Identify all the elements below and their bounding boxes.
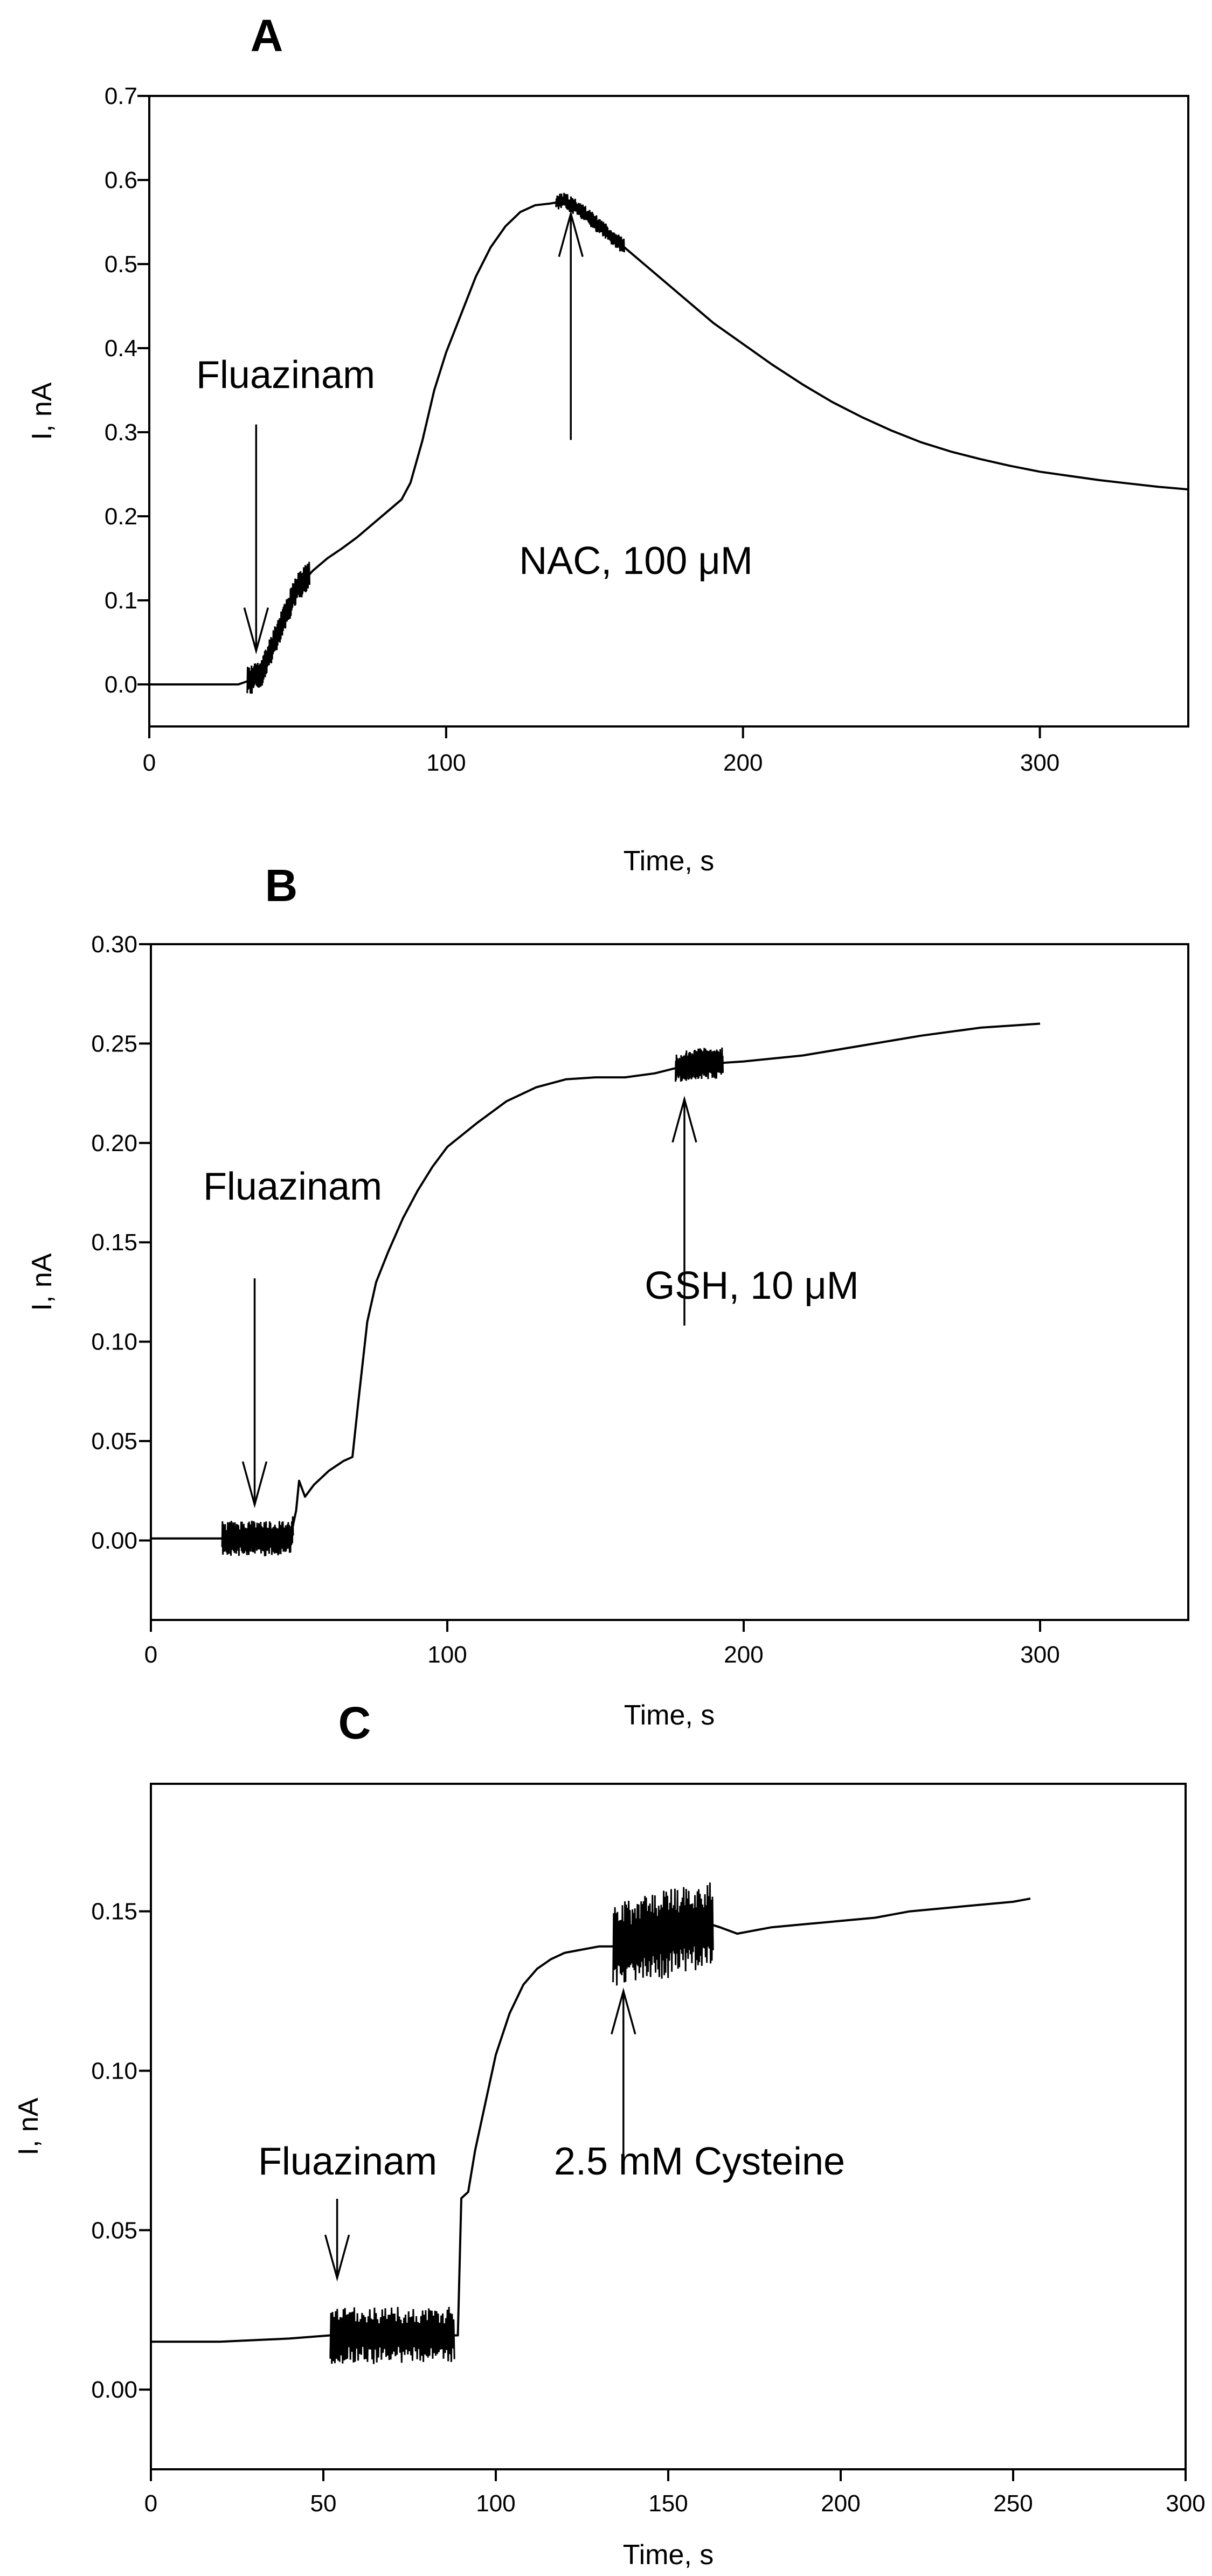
panel-a-ticks: 0 100 200 300 0.0 0.1 0.2 0.3 0.4 0.5 0.6 0.7 [105, 83, 1059, 776]
panel-a-x-tick-label: 100 [426, 750, 466, 776]
panel-b-y-tick-label: 0.25 [91, 1030, 137, 1057]
panel-b-x-tick-label: 0 [144, 1642, 157, 1668]
panel-c-noise-segment [612, 1882, 714, 1986]
panel-b-ticks: 0 100 200 300 0.00 0.05 0.10 0.15 0.20 0.25 0.30 [91, 931, 1059, 1668]
panel-b-annotation-gsh: GSH, 10 μM [645, 1264, 859, 1307]
panel-a-y-tick-label: 0.4 [105, 335, 137, 362]
panel-b-x-tick-label: 300 [1020, 1642, 1059, 1668]
panel-c-x-tick-label: 0 [144, 2490, 157, 2517]
panel-b: B 0 100 200 300 0.00 0.05 0.10 0.15 0.20 0.25 0.30… [26, 860, 1189, 1731]
panel-b-annotation-fluazinam: Fluazinam [203, 1165, 382, 1208]
panel-b-arrow-head [241, 1461, 268, 1508]
panel-c-x-tick-label: 50 [310, 2490, 337, 2517]
panel-b-arrow-head [671, 1096, 697, 1143]
panel-c-annotations: Fluazinam 2.5 mM Cysteine [258, 1987, 845, 2282]
panel-c-noise-segment [329, 2307, 455, 2364]
panel-c-annotation-cysteine: 2.5 mM Cysteine [554, 2140, 845, 2183]
panel-c-y-tick-label: 0.05 [91, 2217, 137, 2243]
panel-c-x-tick-label: 100 [476, 2490, 515, 2517]
panel-a-y-tick-label: 0.1 [105, 587, 137, 614]
panel-a-letter: A [251, 10, 283, 61]
panel-b-plot-frame [150, 943, 1189, 1621]
panel-c-letter: C [338, 1698, 371, 1748]
panel-b-noise-segment [221, 1516, 294, 1556]
panel-a-plot-area [149, 192, 1189, 694]
panel-b-annotations: Fluazinam GSH, 10 μM [203, 1096, 859, 1508]
panel-c-y-axis-label: I, nA [13, 2097, 44, 2155]
panel-a-x-tick-label: 200 [723, 750, 763, 776]
panel-b-x-tick-label: 100 [427, 1642, 467, 1668]
panel-a-y-tick-label: 0.3 [105, 419, 137, 446]
panel-c-plot-area [151, 1882, 1031, 2364]
panel-c-x-tick-label: 200 [821, 2490, 860, 2517]
panel-c-annotation-arrow [611, 1987, 636, 2161]
panel-a-x-tick-label: 300 [1020, 750, 1059, 776]
panel-b-current-trace [151, 1022, 1041, 1540]
panel-a-y-tick-label: 0.0 [105, 671, 137, 698]
panel-b-plot-area [151, 1022, 1041, 1556]
panel-b-noise-segment [675, 1047, 724, 1082]
panel-a-annotation-nac: NAC, 100 μM [519, 539, 753, 583]
panel-b-y-tick-label: 0.10 [91, 1329, 137, 1355]
panel-c-x-tick-label: 300 [1166, 2490, 1205, 2517]
panel-a-x-axis-label: Time, s [624, 846, 715, 877]
panel-c-arrow-head [611, 1987, 636, 2035]
panel-b-annotation-arrow [671, 1096, 697, 1326]
panel-a-annotation-fluazinam: Fluazinam [196, 354, 375, 397]
panel-b-x-tick-label: 200 [724, 1642, 763, 1668]
panel-a-x-tick-label: 0 [143, 750, 156, 776]
panel-c: C 0 50 100 150 200 250 300 0.00 0.05 0.10 0.15 Tim… [13, 1698, 1206, 2571]
panel-c-plot-frame [150, 1783, 1187, 2470]
panel-a-y-tick-label: 0.7 [105, 83, 137, 109]
panel-a-noise-segment [555, 192, 625, 253]
panel-a-noise-segment [246, 562, 310, 694]
panel-c-annotation-arrow [324, 2199, 350, 2282]
panel-c-current-trace [151, 1898, 1031, 2343]
panel-c-x-axis-label: Time, s [623, 2539, 714, 2571]
panel-a-annotation-arrow [558, 210, 584, 440]
panel-a-arrow-head [558, 210, 584, 257]
panel-b-y-tick-label: 0.00 [91, 1527, 137, 1554]
panel-a: A 0 100 200 300 0.0 0.1 0.2 0.3 0.4 0.5 0.6 0.7 Tim… [26, 10, 1189, 877]
panel-b-y-tick-label: 0.15 [91, 1229, 137, 1256]
panel-b-x-axis-label: Time, s [624, 1700, 715, 1731]
panel-a-annotation-arrow [243, 424, 269, 655]
panel-a-current-trace [149, 200, 1189, 685]
panel-a-plot-frame [148, 95, 1189, 728]
panel-c-annotation-fluazinam: Fluazinam [258, 2140, 437, 2183]
panel-a-arrow-head [243, 607, 269, 655]
panel-a-y-tick-label: 0.2 [105, 503, 137, 530]
panel-a-annotations: Fluazinam NAC, 100 μM [196, 210, 753, 655]
panel-b-letter: B [265, 860, 298, 911]
panel-c-y-tick-label: 0.10 [91, 2058, 137, 2084]
panel-a-y-tick-label: 0.6 [105, 167, 137, 193]
panel-b-y-tick-label: 0.05 [91, 1428, 137, 1455]
panel-b-y-axis-label: I, nA [26, 1253, 58, 1311]
panel-b-y-tick-label: 0.30 [91, 931, 137, 958]
panel-b-annotation-arrow [241, 1278, 268, 1508]
panel-c-y-tick-label: 0.00 [91, 2377, 137, 2403]
panel-a-y-tick-label: 0.5 [105, 251, 137, 278]
panel-a-y-axis-label: I, nA [26, 382, 58, 440]
panel-c-x-tick-label: 150 [648, 2490, 688, 2517]
panel-c-arrow-head [324, 2234, 350, 2282]
panel-b-y-tick-label: 0.20 [91, 1130, 137, 1157]
panel-c-y-tick-label: 0.15 [91, 1899, 137, 1925]
panel-c-ticks: 0 50 100 150 200 250 300 0.00 0.05 0.10 0.15 [91, 1899, 1205, 2517]
panel-c-x-tick-label: 250 [993, 2490, 1033, 2517]
